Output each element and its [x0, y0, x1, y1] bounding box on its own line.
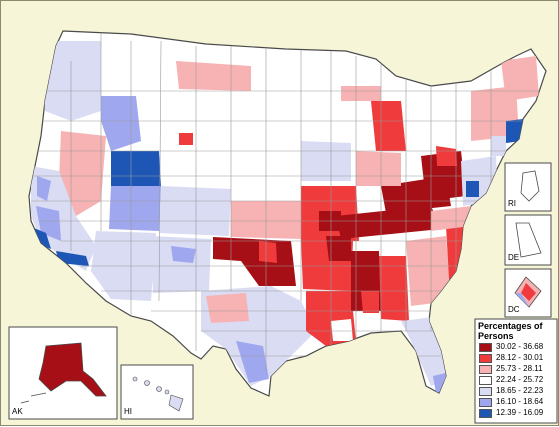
- legend-label: 30.02 - 36.68: [496, 342, 544, 351]
- region-wy-spot: [179, 133, 193, 145]
- region-ca-bay: [37, 176, 51, 201]
- region-utah-south: [109, 186, 161, 231]
- region-iowa: [301, 141, 351, 181]
- region-ms-south: [361, 291, 379, 313]
- region-la-south: [331, 319, 353, 341]
- region-alabama: [379, 256, 409, 321]
- region-ohio-se: [436, 146, 457, 166]
- legend-swatch: [479, 365, 492, 374]
- region-minnesota: [291, 61, 341, 131]
- inset-ri: [504, 162, 552, 212]
- region-new-mexico: [151, 236, 211, 293]
- legend-label: 18.65 - 22.23: [496, 386, 544, 395]
- inset-dc: [504, 268, 552, 318]
- inset-ak: [8, 326, 118, 420]
- us-mainland: [28, 30, 547, 397]
- region-ok-spot: [259, 241, 277, 263]
- legend-item: 16.10 - 18.64: [479, 397, 559, 409]
- legend-title: Percentages of Persons: [478, 321, 543, 341]
- region-nc: [431, 206, 471, 231]
- subregion-borders: [31, 31, 541, 371]
- legend-label: 28.12 - 30.01: [496, 353, 544, 362]
- legend-swatch: [479, 387, 492, 396]
- inset-label-ak: AK: [12, 407, 23, 416]
- region-colorado: [159, 186, 231, 236]
- legend-label: 12.39 - 16.09: [496, 408, 544, 417]
- legend-swatch: [479, 376, 492, 385]
- legend-item: 28.12 - 30.01: [479, 353, 559, 365]
- legend-item: 25.73 - 28.11: [479, 364, 559, 376]
- region-michigan: [371, 101, 406, 151]
- region-michigan-up: [341, 86, 381, 101]
- region-ar-north: [326, 236, 351, 261]
- legend-swatch: [479, 409, 492, 418]
- legend-label: 22.24 - 25.72: [496, 375, 544, 384]
- region-sc: [446, 226, 471, 279]
- inset-label-dc: DC: [508, 305, 520, 314]
- inset-de: [504, 214, 552, 266]
- region-chesapeake: [466, 181, 479, 197]
- region-montana: [176, 61, 251, 91]
- inset-label-ri: RI: [508, 199, 516, 208]
- region-texas-west: [206, 293, 249, 323]
- inset-label-hi: HI: [124, 407, 132, 416]
- region-nyc: [506, 119, 523, 143]
- region-nj: [491, 136, 506, 156]
- legend-item: 18.65 - 22.23: [479, 386, 559, 398]
- legend-swatch: [479, 354, 492, 363]
- region-maine: [501, 56, 539, 101]
- region-nm-spot: [171, 246, 196, 263]
- legend-item: 22.24 - 25.72: [479, 375, 559, 387]
- region-indiana: [356, 151, 401, 186]
- legend-item: 30.02 - 36.68: [479, 342, 559, 354]
- region-texas-south: [236, 341, 269, 383]
- region-utah-north: [111, 151, 161, 186]
- legend-swatch: [479, 398, 492, 407]
- region-georgia: [406, 236, 451, 306]
- inset-hi: [120, 364, 194, 420]
- legend-swatch: [479, 343, 492, 352]
- region-tennessee: [336, 206, 441, 239]
- legend-item: 12.39 - 16.09: [479, 408, 559, 420]
- legend-label: 16.10 - 18.64: [496, 397, 544, 406]
- legend-label: 25.73 - 28.11: [496, 364, 543, 373]
- inset-label-de: DE: [508, 253, 520, 262]
